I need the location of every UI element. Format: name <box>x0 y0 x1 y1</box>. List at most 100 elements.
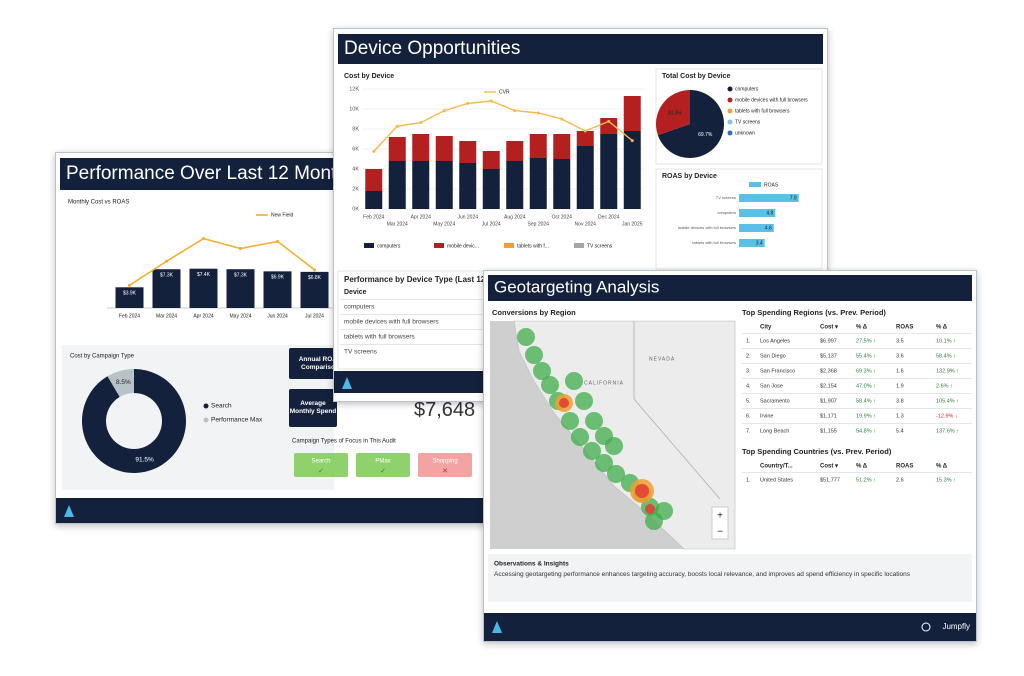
y-tick-label: TV screens <box>716 195 736 200</box>
table-cell: San Diego <box>760 353 786 359</box>
table-cell: Sacramento <box>760 398 790 404</box>
table-title: Top Spending Countries (vs. Prev. Period… <box>742 447 892 456</box>
bar-segment <box>576 131 594 146</box>
line-point <box>513 109 517 113</box>
legend-swatch <box>504 243 514 248</box>
performance-graphics: Performance Over Last 12 Months Monthly … <box>56 158 501 523</box>
legend-label: Performance Max <box>211 417 263 424</box>
x-tick-label: Feb 2024 <box>363 214 384 220</box>
legend-label: mobile devices with full browsers <box>735 97 808 103</box>
table-header: Device <box>344 289 367 296</box>
table-cell: 137.6% ↑ <box>936 428 959 434</box>
table-cell: $1,907 <box>820 398 837 404</box>
column-header: % Δ <box>856 325 868 331</box>
heat-blob <box>575 392 593 410</box>
chart-title: ROAS by Device <box>662 173 717 180</box>
column-header: City <box>760 325 772 331</box>
table-cell: 6. <box>746 413 751 419</box>
column-header: ROAS <box>896 325 913 331</box>
map-label: NEVADA <box>649 356 675 362</box>
x-tick-label: Apr 2024 <box>411 214 432 220</box>
insights-text: Accessing geotargeting performance enhan… <box>494 571 910 578</box>
bar-segment <box>459 141 477 163</box>
zoom-in[interactable]: + <box>717 511 723 522</box>
footer-bar <box>56 498 501 523</box>
legend-label: mobile devic... <box>447 243 479 249</box>
bar <box>263 271 292 308</box>
x-tick-label: May 2024 <box>433 221 455 227</box>
chip <box>294 453 348 477</box>
y-tick-label: 4K <box>352 166 359 172</box>
table-cell: 105.4% ↑ <box>936 398 959 404</box>
geo-panel: Geotargeting Analysis Conversions by Reg… <box>483 270 977 642</box>
line-point <box>238 246 243 251</box>
table-cell: 1.3 <box>896 413 904 419</box>
zoom-out[interactable]: − <box>717 527 723 538</box>
button[interactable]: Average Monthly Spend <box>289 389 337 427</box>
x-tick-label: Jan 2025 <box>622 221 643 227</box>
map-title: Conversions by Region <box>492 308 576 317</box>
bar <box>226 269 255 308</box>
heatmap <box>517 328 673 530</box>
chip-status: ✓ <box>318 468 324 475</box>
table-cell: 132.9% ↑ <box>936 368 959 374</box>
y-tick-label: tablets with full browsers <box>692 240 736 245</box>
x-tick-label: Feb 2024 <box>119 313 140 319</box>
line-point <box>489 99 493 103</box>
header-bar <box>488 275 972 301</box>
column-header: % Δ <box>856 464 868 470</box>
table-cell: 2.6 <box>896 477 904 483</box>
heat-blob <box>517 328 535 346</box>
slice-label: 30.3% <box>668 110 683 116</box>
legend-label: CVR <box>499 89 510 95</box>
bar-label: 4.6 <box>765 225 772 231</box>
legend-label: unknown <box>735 130 755 136</box>
panel-title: Geotargeting Analysis <box>494 277 659 296</box>
pie-slice <box>81 369 186 474</box>
table-cell: 5.4 <box>896 428 904 434</box>
table-cell: $2,154 <box>820 383 837 389</box>
table-cell: 1. <box>746 338 751 344</box>
pie-slice <box>656 90 690 136</box>
x-tick-label: Aug 2024 <box>504 214 526 220</box>
heat-blob <box>533 362 551 380</box>
chip-label: Search <box>311 459 330 465</box>
table-cell: 3. <box>746 368 751 374</box>
table-title: Top Spending Regions (vs. Prev. Period) <box>742 308 886 317</box>
table-cell: 3.5 <box>896 338 904 344</box>
bar-segment <box>529 158 547 209</box>
bar-label: $6.9K <box>271 275 285 281</box>
table-cell: $2,368 <box>820 368 837 374</box>
table-cell: Long Beach <box>760 428 789 434</box>
chip-label: Shopping <box>432 459 457 465</box>
insights-title: Observations & Insights <box>494 561 569 568</box>
bar-segment <box>529 134 547 158</box>
y-tick-label: 2K <box>352 186 359 192</box>
table-cell: 2.6% ↑ <box>936 383 953 389</box>
x-tick-label: Mar 2024 <box>387 221 408 227</box>
table-cell: 47.0% ↑ <box>856 383 876 389</box>
line-point <box>442 109 446 113</box>
table-cell: 51.2% ↑ <box>856 477 876 483</box>
bar <box>152 269 181 308</box>
column-header: Country/T... <box>760 464 793 470</box>
heat-blob <box>605 437 623 455</box>
footer-bar <box>484 613 976 641</box>
table-cell: 2. <box>746 353 751 359</box>
table-cell: mobile devices with full browsers <box>344 319 439 326</box>
table-title: Performance by Device Type (Last 12 Mont… <box>344 275 519 284</box>
bar-segment <box>576 146 594 209</box>
heat-blob <box>571 428 589 446</box>
heat-hotspot <box>635 484 649 498</box>
bar <box>300 271 329 308</box>
table-cell: 58.4% ↑ <box>856 398 876 404</box>
table-cell: 4. <box>746 383 751 389</box>
legend-swatch <box>749 182 761 187</box>
bar-label: 4.8 <box>766 210 773 216</box>
state-border <box>633 321 721 500</box>
zoom-control[interactable] <box>711 506 729 540</box>
bar-label: $6.8K <box>308 275 322 281</box>
pie-slice <box>107 369 134 397</box>
heat-blob <box>561 412 579 430</box>
